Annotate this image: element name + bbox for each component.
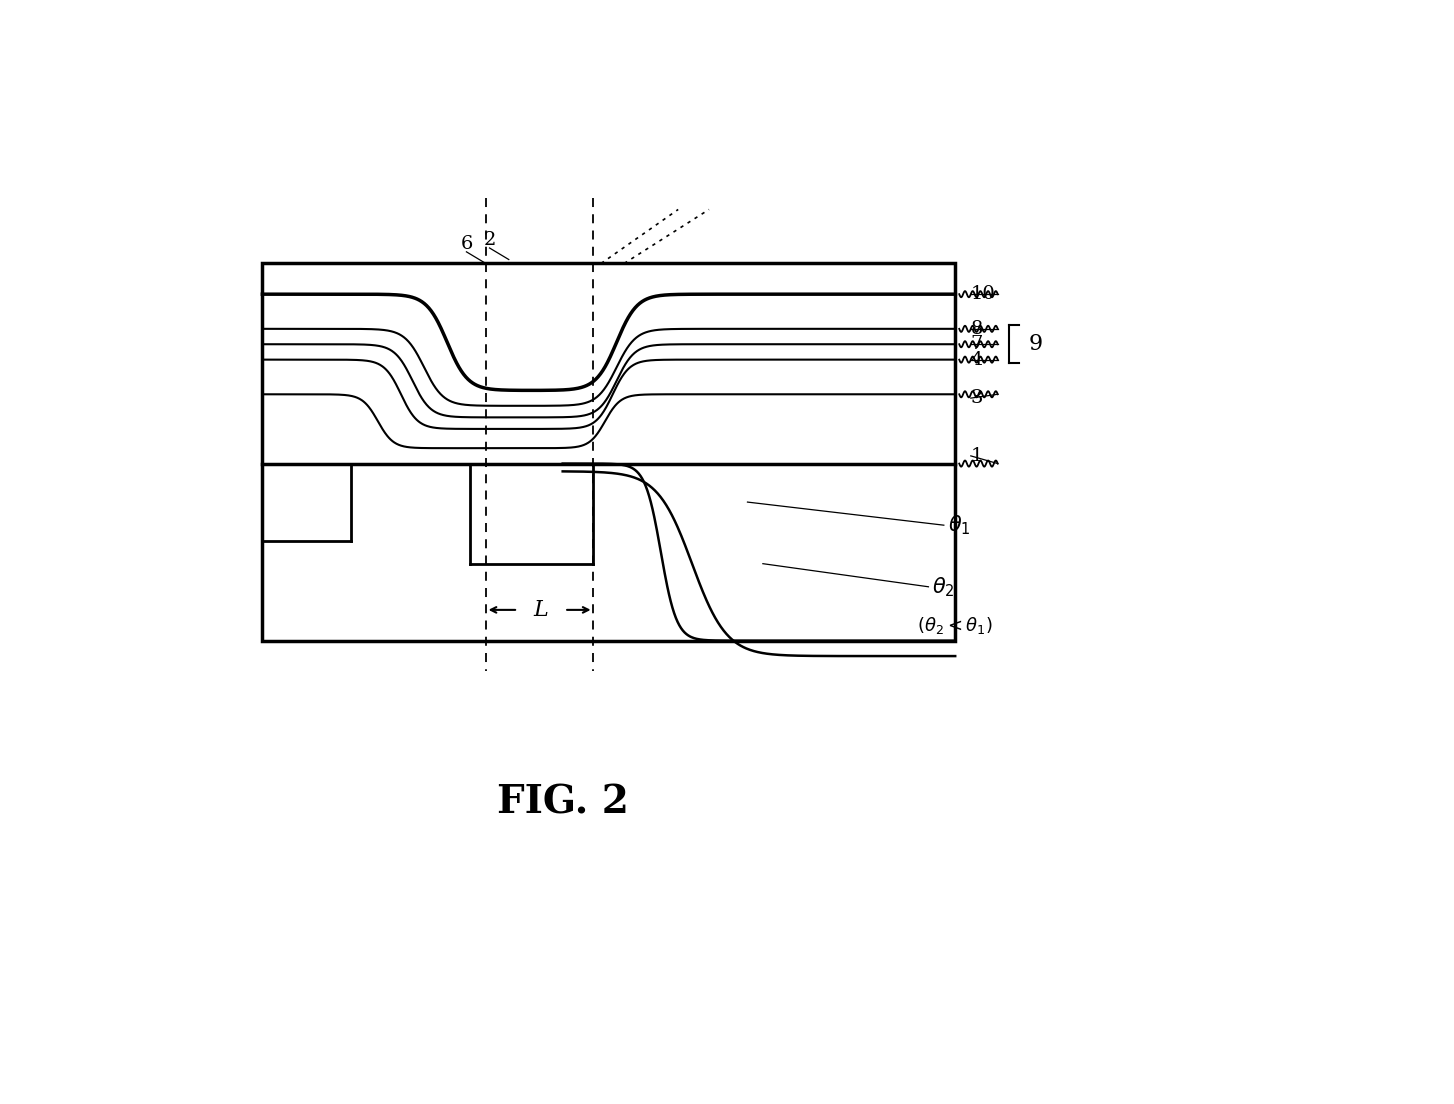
Text: 10: 10 [971, 285, 996, 304]
Text: 6: 6 [461, 235, 474, 253]
Text: 4: 4 [971, 351, 983, 369]
Text: 9: 9 [1028, 333, 1043, 355]
Text: FIG. 2: FIG. 2 [497, 784, 628, 821]
Text: $\theta_2$: $\theta_2$ [932, 575, 955, 598]
Text: 1: 1 [971, 447, 983, 465]
Text: 3: 3 [971, 389, 983, 407]
Text: 7: 7 [971, 336, 983, 353]
Text: 8: 8 [971, 320, 983, 338]
Text: $\theta_1$: $\theta_1$ [948, 513, 970, 537]
Text: 2: 2 [484, 231, 496, 250]
Text: L: L [534, 598, 548, 620]
Text: $(\theta_2 < \theta_1)$: $(\theta_2 < \theta_1)$ [917, 615, 993, 636]
